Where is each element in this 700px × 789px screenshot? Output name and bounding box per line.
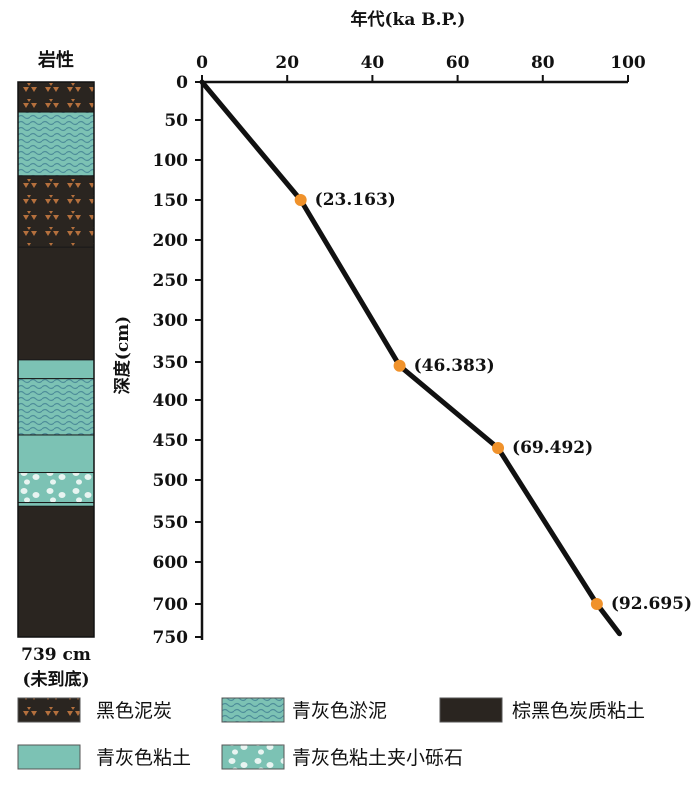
x-tick-label: 100 (610, 53, 646, 73)
dated-point-label: (23.163) (315, 190, 396, 210)
x-tick-label: 0 (196, 53, 208, 73)
y-tick-label: 0 (176, 73, 188, 93)
y-tick-label: 700 (153, 595, 189, 615)
dated-point-label: (92.695) (611, 594, 692, 614)
y-tick-label: 600 (153, 553, 189, 573)
y-tick-label: 150 (153, 191, 189, 211)
x-tick-label: 20 (275, 53, 299, 73)
legend-label: 青灰色粘土 (96, 747, 191, 769)
y-tick-label: 100 (153, 151, 189, 171)
y-tick-label: 750 (153, 628, 189, 648)
y-tick-label: 350 (153, 353, 189, 373)
layer-clay (17, 434, 95, 474)
layer-peat (17, 175, 95, 248)
y-tick-label: 50 (164, 111, 188, 131)
y-tick-label: 400 (153, 391, 189, 411)
legend-swatch-silt (221, 697, 285, 723)
chart-title: 年代(ka B.P.) (351, 9, 466, 30)
layer-gravel-clay (17, 472, 95, 504)
legend-swatch-peat (17, 697, 81, 723)
legend-swatch-gravel-clay (221, 744, 285, 770)
layer-clay (17, 359, 95, 380)
y-tick-label: 550 (153, 513, 189, 533)
legend-label: 青灰色粘土夹小砾石 (292, 747, 463, 769)
x-tick-label: 40 (361, 53, 385, 73)
x-tick-label: 60 (446, 53, 470, 73)
layer-silt (17, 378, 95, 436)
legend-swatch-dark-clay (439, 697, 503, 723)
legend-label: 黑色泥炭 (96, 700, 172, 722)
dated-point (294, 194, 307, 206)
dated-point-label: (46.383) (414, 356, 495, 376)
layer-peat (17, 81, 95, 113)
layer-dark-clay (17, 505, 95, 638)
lithology-depth-label: 739 cm (21, 645, 91, 665)
y-axis-label: 深度(cm) (112, 316, 133, 394)
legend-label: 棕黑色炭质粘土 (512, 700, 645, 722)
lithology-note: (未到底) (22, 669, 89, 690)
y-tick-label: 250 (153, 271, 189, 291)
legend-label: 青灰色淤泥 (292, 700, 387, 722)
legend-swatch-clay (17, 744, 81, 770)
dated-point (492, 442, 505, 454)
axes: 0 20 40 60 80 100 0 50 100 150 200 250 300 350 400 450 5… (153, 53, 646, 648)
lithology-title: 岩性 (37, 49, 74, 71)
lithology-column (17, 81, 95, 638)
y-tick-label: 500 (153, 471, 189, 491)
dated-point (393, 359, 406, 372)
lithology-frame (17, 81, 95, 638)
y-tick-label: 450 (153, 431, 189, 451)
series-layer: (23.163) (46.383) (69.492) (92.695) (199, 79, 692, 637)
layer-dark-clay (17, 246, 95, 361)
layer-silt (17, 111, 95, 177)
x-tick-label: 80 (531, 53, 555, 73)
y-tick-label: 200 (153, 231, 189, 251)
layer-clay (17, 502, 95, 507)
series-line (199, 79, 622, 637)
y-tick-label: 300 (153, 311, 189, 331)
dated-point (590, 598, 603, 610)
dated-point-label: (69.492) (512, 438, 593, 458)
